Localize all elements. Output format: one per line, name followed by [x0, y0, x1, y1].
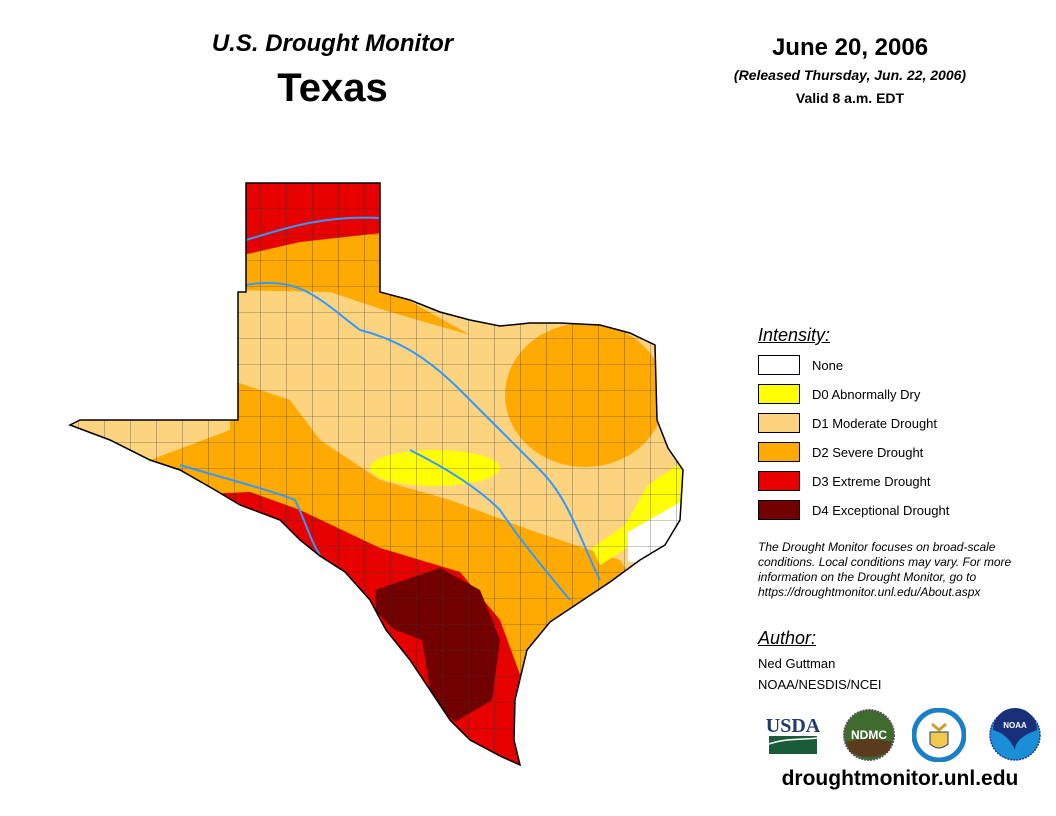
- website-link[interactable]: droughtmonitor.unl.edu: [781, 767, 1019, 790]
- legend-label: None: [812, 357, 844, 373]
- valid-time: Valid 8 a.m. EDT: [795, 90, 905, 106]
- author-org: NOAA/NESDIS/NCEI: [758, 677, 882, 692]
- legend-label: D0 Abnormally Dry: [812, 386, 921, 402]
- legend-swatch: [758, 442, 800, 462]
- legend-item-d3: D3 Extreme Drought: [758, 471, 931, 491]
- svg-text:USDA: USDA: [766, 715, 820, 737]
- texas-drought-map: [69, 182, 684, 766]
- author-heading: Author:: [758, 628, 817, 648]
- region-title: Texas: [277, 66, 388, 110]
- ndmc-logo-icon: NDMC: [843, 709, 895, 761]
- usda-logo-icon: USDA: [766, 715, 820, 754]
- svg-text:NOAA: NOAA: [1003, 721, 1027, 730]
- legend-item-d1: D1 Moderate Drought: [758, 413, 937, 433]
- legend-swatch: [758, 355, 800, 375]
- legend-label: D3 Extreme Drought: [812, 473, 931, 489]
- colorado-river: [409, 449, 571, 601]
- legend-swatch: [758, 413, 800, 433]
- release-date: (Released Thursday, Jun. 22, 2006): [733, 67, 967, 83]
- legend-item-d4: D4 Exceptional Drought: [758, 500, 949, 520]
- pecos-river: [179, 464, 321, 556]
- legend-item-d2: D2 Severe Drought: [758, 442, 923, 462]
- svg-text:NDMC: NDMC: [851, 728, 887, 742]
- map-date: June 20, 2006: [771, 34, 929, 61]
- doc-seal-icon: [912, 708, 966, 762]
- legend-label: D4 Exceptional Drought: [812, 502, 950, 518]
- legend-label: D1 Moderate Drought: [812, 415, 938, 431]
- disclaimer-note: The Drought Monitor focuses on broad-sca…: [758, 540, 1012, 599]
- legend-swatch: [758, 500, 800, 520]
- map-title: U.S. Drought Monitor: [211, 30, 454, 57]
- legend-label: D2 Severe Drought: [812, 444, 924, 460]
- legend-item-d0: D0 Abnormally Dry: [758, 384, 920, 404]
- noaa-logo-icon: NOAA: [989, 708, 1041, 761]
- legend-swatch: [758, 471, 800, 491]
- author-name: Ned Guttman: [758, 656, 836, 671]
- legend-item-none: None: [758, 355, 843, 375]
- legend-swatch: [758, 384, 800, 404]
- legend-title: Intensity:: [758, 325, 831, 345]
- canadian-river: [245, 216, 381, 241]
- brazos-river: [245, 281, 601, 581]
